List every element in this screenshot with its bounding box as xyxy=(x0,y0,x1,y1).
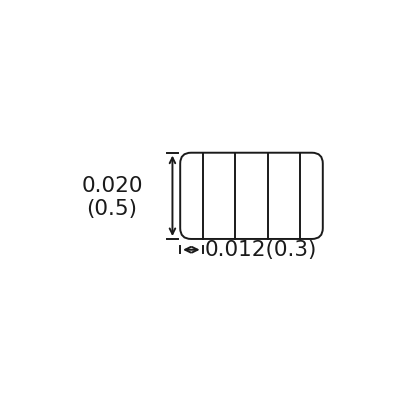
FancyBboxPatch shape xyxy=(180,153,323,239)
Text: 0.012(0.3): 0.012(0.3) xyxy=(205,240,317,260)
Text: 0.020
(0.5): 0.020 (0.5) xyxy=(81,176,143,219)
